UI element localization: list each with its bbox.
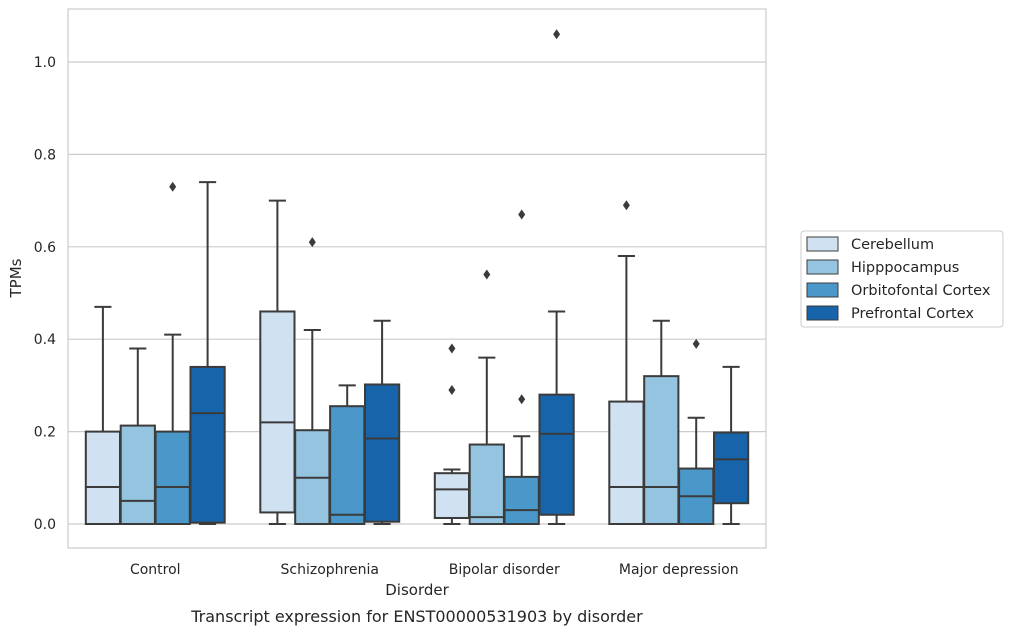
x-tick-label-major-depression: Major depression [619,562,739,578]
box-body [329,405,366,525]
box-body [643,375,680,525]
box-body [259,310,296,514]
x-tick-label-schizophrenia: Schizophrenia [281,562,379,578]
box-bipolar-disorder-prefrontal-cortex [538,29,575,525]
outlier-0 [169,181,177,192]
x-tick-labels: Control Schizophrenia Bipolar disorder Majo… [130,562,739,578]
y-tick-label-1: 0.2 [34,425,56,441]
boxes [84,29,750,526]
y-axis-label: TPMs [7,258,25,298]
legend-items: Cerebellum Hipppocampus Orbitofontal Corte… [806,236,991,322]
box-schizophrenia-orbitofontal-cortex [329,384,366,525]
box-body [84,430,122,526]
box-bipolar-disorder-hipppocampus [468,269,505,526]
box-major-depression-orbitofontal-cortex [678,338,715,525]
x-tick-label-bipolar-disorder: Bipolar disorder [449,562,560,578]
outlier-0 [553,29,561,40]
box-control-hipppocampus [119,347,156,525]
outlier-1 [448,343,456,354]
legend-swatch-cerebellum [806,236,839,252]
box-body [712,431,750,505]
chart-caption: Transcript expression for ENST0000053190… [190,607,643,626]
legend-swatch-orbitofontal-cortex [806,282,839,298]
legend-label-hipppocampus: Hipppocampus [851,260,959,276]
y-tick-label-5: 1.0 [34,55,56,71]
outlier-0 [692,338,700,349]
outlier-0 [448,385,456,396]
box-schizophrenia-prefrontal-cortex [363,319,401,525]
box-body [538,393,575,516]
box-schizophrenia-hipppocampus [294,237,331,525]
box-body [189,365,226,524]
outlier-0 [622,200,630,211]
y-tick-label-2: 0.4 [34,332,56,348]
box-body [468,443,505,526]
legend: Cerebellum Hipppocampus Orbitofontal Corte… [800,230,1004,328]
outlier-0 [518,394,526,405]
y-tick-label-3: 0.6 [34,240,56,256]
box-body [154,430,191,526]
y-tick-label-0: 0.0 [34,517,56,533]
box-control-orbitofontal-cortex [154,181,191,526]
box-major-depression-prefrontal-cortex [712,365,750,525]
box-body [119,424,156,525]
outlier-0 [483,269,491,280]
plot-frame [67,8,767,549]
legend-swatch-hipppocampus [806,259,839,275]
box-major-depression-cerebellum [608,200,645,526]
y-tick-labels: 0.0 0.2 0.4 0.6 0.8 1.0 [34,55,56,533]
box-body [608,400,645,526]
box-body [433,472,471,519]
box-body [503,475,540,526]
legend-swatch-prefrontal-cortex [806,305,839,321]
x-axis-label: Disorder [385,581,449,599]
legend-frame [800,230,1004,328]
legend-label-cerebellum: Cerebellum [851,237,934,253]
legend-label-prefrontal-cortex: Prefrontal Cortex [851,306,974,322]
box-bipolar-disorder-cerebellum [433,343,471,525]
x-tick-label-control: Control [130,562,181,578]
box-bipolar-disorder-orbitofontal-cortex [503,209,540,526]
outlier-1 [518,209,526,220]
box-major-depression-hipppocampus [643,319,680,525]
box-schizophrenia-cerebellum [259,199,296,525]
outlier-0 [308,237,316,248]
legend-label-orbitofontal-cortex: Orbitofontal Cortex [851,283,991,299]
box-control-prefrontal-cortex [189,181,226,525]
box-body [363,383,401,523]
y-tick-label-4: 0.8 [34,147,56,163]
